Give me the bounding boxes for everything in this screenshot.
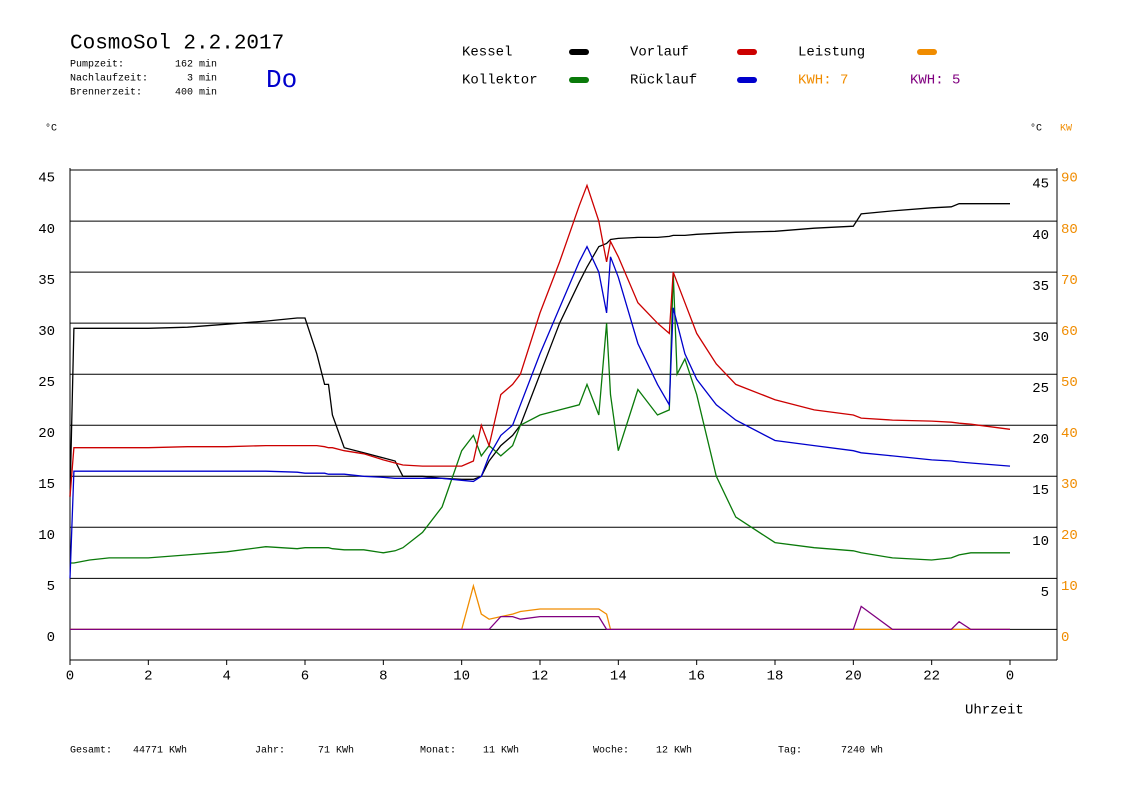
y-right-tick-label: 5 [1041, 585, 1049, 601]
x-tick-label: 0 [66, 669, 74, 685]
y-right-tick-label: 20 [1032, 432, 1049, 448]
info-label: Brennerzeit: [70, 87, 142, 99]
footer-label: Jahr: [255, 745, 285, 757]
footer-value: 11 KWh [483, 745, 519, 757]
x-tick-label: 14 [610, 669, 627, 685]
y-tick-label: 0 [47, 630, 55, 646]
x-tick-label: 2 [144, 669, 152, 685]
kwh-label: KWH: 7 [798, 73, 848, 89]
footer-label: Woche: [593, 745, 629, 757]
footer-value: 7240 Wh [841, 745, 883, 757]
y2-tick-label: 80 [1061, 222, 1078, 238]
x-tick-label: 6 [301, 669, 309, 685]
info-label: Nachlaufzeit: [70, 73, 148, 85]
y-right-tick-label: 30 [1032, 330, 1049, 346]
footer-label: Monat: [420, 746, 456, 757]
x-tick-label: 4 [222, 669, 230, 685]
x-tick-label: 10 [453, 669, 470, 685]
y-right-tick-label: 15 [1032, 483, 1049, 499]
info-value: 3 min [187, 73, 217, 85]
y-tick-label: 30 [38, 324, 55, 340]
series-line [70, 583, 1010, 631]
info-value: 162 min [175, 59, 217, 71]
x-tick-label: 16 [688, 669, 705, 685]
footer-value: 12 KWh [656, 745, 692, 757]
x-tick-label: 20 [845, 669, 862, 685]
y-right-tick-label: 40 [1032, 228, 1049, 244]
x-tick-label: 18 [767, 669, 784, 685]
info-label: Pumpzeit: [70, 59, 124, 71]
x-tick-label: 22 [923, 669, 940, 685]
y2-unit: KW [1060, 124, 1072, 135]
y-right-tick-label: 35 [1032, 279, 1049, 295]
y2-tick-label: 30 [1061, 477, 1078, 493]
y-right-tick-label: 10 [1032, 534, 1049, 550]
day-label: Do [266, 65, 297, 95]
y-unit-right: °C [1030, 123, 1042, 135]
y2-tick-label: 90 [1061, 171, 1078, 187]
y-tick-label: 20 [38, 426, 55, 442]
series-line [70, 272, 1010, 564]
y-tick-label: 5 [47, 579, 55, 595]
x-tick-label: 0 [1006, 669, 1014, 685]
series-line [69, 183, 1011, 497]
x-tick-label: 12 [532, 669, 549, 685]
footer-value: 71 KWh [318, 745, 354, 757]
y-tick-label: 40 [38, 222, 55, 238]
y2-tick-label: 10 [1061, 579, 1078, 595]
y2-tick-label: 70 [1061, 273, 1078, 289]
y-tick-label: 25 [38, 375, 55, 391]
y-tick-label: 15 [38, 477, 55, 493]
legend-label: Rücklauf [630, 73, 697, 89]
series-line [69, 245, 1011, 579]
kwh-label: KWH: 5 [910, 73, 960, 89]
legend-label: Leistung [798, 45, 865, 61]
x-tick-label: 8 [379, 669, 387, 685]
y-tick-label: 45 [38, 171, 55, 187]
series-line [70, 605, 1010, 631]
legend-label: Kollektor [462, 73, 538, 89]
y2-tick-label: 40 [1061, 426, 1078, 442]
legend-label: Vorlauf [630, 45, 689, 61]
y-right-tick-label: 45 [1032, 177, 1049, 193]
chart-title: CosmoSol 2.2.2017 [70, 33, 284, 56]
footer-label: Gesamt: [70, 746, 112, 757]
footer-label: Tag: [778, 746, 802, 757]
series-line [69, 203, 1010, 497]
y-unit-left: °C [45, 123, 57, 135]
y2-tick-label: 20 [1061, 528, 1078, 544]
y2-tick-label: 50 [1061, 375, 1078, 391]
y-tick-label: 10 [38, 528, 55, 544]
y-right-tick-label: 25 [1032, 381, 1049, 397]
legend-label: Kessel [462, 45, 512, 61]
footer-value: 44771 KWh [133, 745, 187, 757]
y2-tick-label: 60 [1061, 324, 1078, 340]
x-axis-label: Uhrzeit [965, 703, 1024, 719]
info-value: 400 min [175, 87, 217, 99]
y2-tick-label: 0 [1061, 630, 1069, 646]
y-tick-label: 35 [38, 273, 55, 289]
